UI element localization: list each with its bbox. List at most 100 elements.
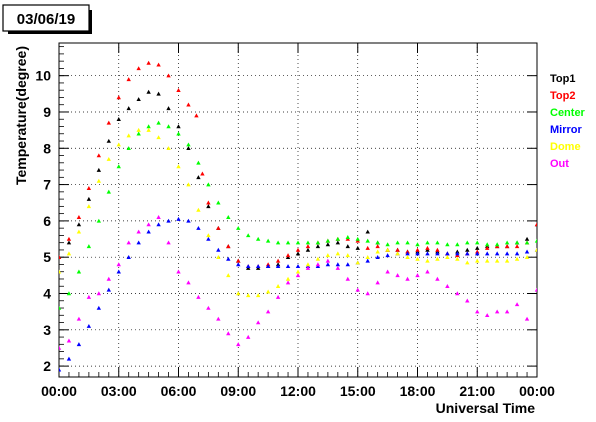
data-point: [494, 251, 500, 256]
data-point: [194, 113, 199, 118]
data-point: [315, 262, 321, 267]
data-point: [345, 276, 350, 281]
data-point: [534, 287, 537, 292]
data-point: [475, 251, 480, 256]
y-tick-label: 4: [43, 286, 51, 302]
data-point: [365, 291, 370, 296]
data-point: [236, 291, 241, 296]
data-point: [136, 131, 141, 136]
data-point: [305, 244, 311, 249]
data-point: [465, 260, 470, 265]
data-point: [76, 342, 82, 347]
data-point: [285, 280, 291, 285]
data-point: [156, 135, 161, 140]
legend-entry-top2: Top2: [550, 90, 575, 102]
data-point: [265, 238, 271, 243]
data-point: [425, 258, 430, 263]
data-point: [86, 244, 92, 249]
data-point: [315, 240, 321, 245]
data-point: [96, 305, 102, 310]
legend-entry-dome: Dome: [550, 141, 581, 153]
y-tick-label: 6: [43, 213, 51, 229]
x-tick-label: 00:00: [519, 383, 555, 399]
data-point: [285, 253, 291, 258]
data-point: [415, 256, 420, 261]
data-point: [335, 251, 341, 256]
data-point: [146, 124, 151, 129]
data-point: [415, 247, 420, 252]
data-point: [504, 258, 510, 263]
data-point: [206, 233, 211, 238]
chart-title: 03/06/19: [17, 11, 75, 28]
data-point: [295, 247, 301, 252]
data-point: [126, 133, 131, 138]
data-point: [405, 276, 410, 281]
data-point: [435, 251, 440, 256]
data-point: [86, 186, 92, 190]
data-point: [106, 287, 111, 292]
x-tick-label: 03:00: [101, 383, 137, 399]
data-point: [325, 242, 331, 247]
data-point: [206, 182, 211, 187]
data-point: [76, 229, 82, 234]
data-point: [255, 293, 261, 298]
data-point: [524, 240, 530, 245]
data-point: [524, 249, 530, 254]
data-point: [206, 200, 211, 205]
data-point: [514, 244, 520, 249]
data-point: [216, 254, 221, 259]
data-point: [455, 256, 460, 261]
data-point: [265, 309, 271, 314]
data-point: [146, 222, 151, 227]
data-point: [285, 264, 291, 269]
x-tick-label: 15:00: [340, 383, 376, 399]
data-point: [176, 87, 181, 92]
data-point: [66, 240, 72, 245]
data-point: [425, 251, 430, 256]
data-point: [385, 247, 390, 252]
data-point: [216, 200, 221, 205]
data-point: [136, 97, 141, 102]
data-point: [315, 256, 321, 261]
data-point: [395, 273, 400, 278]
y-tick-label: 8: [43, 140, 51, 156]
data-point: [116, 164, 121, 169]
data-point: [295, 264, 301, 269]
data-point: [59, 269, 62, 274]
data-point: [136, 229, 141, 234]
data-point: [475, 240, 480, 245]
data-point: [514, 256, 520, 261]
series-dome: [59, 127, 537, 298]
data-point: [485, 251, 490, 256]
data-point: [335, 240, 341, 245]
x-tick-label: 18:00: [400, 383, 436, 399]
data-point: [295, 269, 301, 274]
data-point: [96, 291, 102, 296]
data-point: [445, 284, 450, 288]
y-tick-label: 2: [43, 358, 51, 374]
data-point: [186, 280, 191, 285]
data-point: [96, 178, 102, 183]
data-point: [375, 240, 380, 245]
data-point: [365, 254, 370, 259]
data-point: [116, 269, 121, 274]
data-point: [325, 258, 331, 263]
data-point: [76, 222, 82, 227]
data-point: [116, 262, 121, 267]
data-point: [176, 216, 181, 221]
data-point: [255, 320, 261, 325]
data-point: [136, 66, 141, 71]
data-point: [504, 251, 510, 256]
data-point: [345, 235, 350, 239]
data-point: [156, 91, 161, 96]
data-point: [395, 247, 400, 252]
data-point: [126, 240, 131, 245]
data-point: [176, 269, 181, 274]
data-point: [395, 251, 400, 256]
data-point: [226, 273, 231, 278]
data-point: [156, 120, 161, 125]
data-point: [106, 156, 111, 161]
series-group: [59, 60, 537, 372]
data-point: [86, 204, 92, 209]
data-point: [206, 204, 211, 209]
